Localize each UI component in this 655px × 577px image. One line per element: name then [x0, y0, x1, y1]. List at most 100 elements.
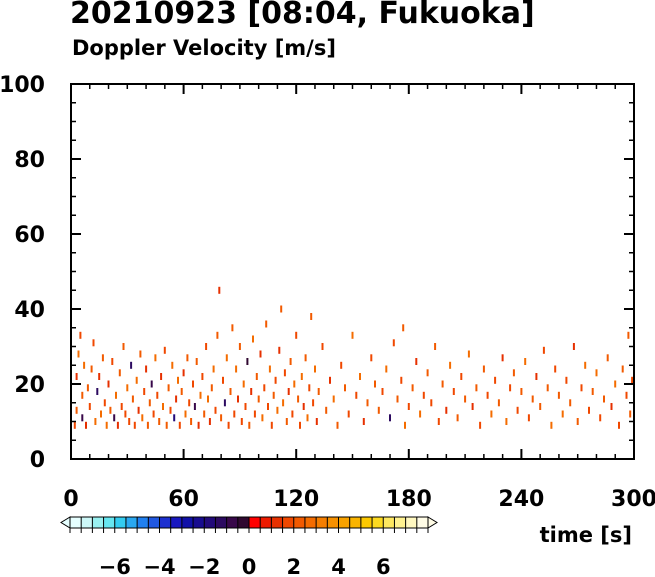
axis-ticks: 0 60 120 180 240 300 0 20 40 60 80 100 — [0, 73, 655, 512]
data-point-0-97 — [252, 335, 254, 343]
data-point-0-165 — [437, 418, 440, 425]
data-point-0-119 — [293, 380, 296, 388]
colorbar-swatch-13 — [215, 517, 227, 528]
data-point-0-205 — [588, 406, 590, 414]
data-point-0-152 — [392, 339, 395, 347]
x-tick-label-2: 120 — [273, 487, 319, 512]
data-point-0-72 — [205, 343, 208, 350]
data-point-0-98 — [253, 410, 256, 418]
data-point-0-116 — [287, 388, 290, 395]
data-point-0-68 — [197, 421, 200, 429]
data-point-0-30 — [126, 384, 129, 392]
data-point-0-213 — [618, 421, 620, 429]
data-point-0-6 — [81, 391, 84, 399]
data-point-0-157 — [407, 403, 410, 410]
colorbar-swatch-20 — [293, 517, 306, 528]
data-point-0-151 — [389, 414, 391, 422]
data-point-0-207 — [595, 369, 598, 377]
data-point-0-120 — [295, 331, 298, 339]
colorbar-swatch-31 — [416, 517, 429, 528]
data-point-0-216 — [627, 331, 630, 339]
data-point-0-122 — [299, 421, 301, 429]
data-point-0-105 — [267, 403, 269, 410]
data-point-0-99 — [255, 373, 258, 380]
data-point-0-56 — [175, 395, 178, 403]
data-point-0-45 — [154, 354, 157, 362]
data-point-0-111 — [278, 346, 281, 354]
data-point-0-121 — [297, 395, 300, 403]
data-point-0-18 — [103, 399, 106, 407]
data-point-0-65 — [192, 380, 194, 388]
data-point-0-91 — [240, 418, 243, 425]
colorbar-swatch-7 — [148, 517, 160, 528]
data-point-0-95 — [248, 421, 251, 429]
data-point-0-5 — [81, 414, 84, 422]
data-point-0-13 — [94, 418, 97, 425]
data-point-0-146 — [370, 354, 373, 362]
data-point-0-8 — [85, 421, 87, 429]
data-point-0-155 — [402, 324, 405, 332]
data-point-0-21 — [109, 406, 112, 414]
x-tick-label-0: 0 — [63, 487, 78, 512]
data-point-0-47 — [158, 418, 161, 425]
data-point-0-191 — [535, 373, 538, 380]
colorbar-right-arrow — [427, 516, 438, 529]
colorbar-tick-label-2: −2 — [188, 555, 220, 577]
data-point-0-66 — [193, 403, 196, 410]
data-point-0-139 — [344, 384, 346, 392]
data-point-0-184 — [509, 384, 512, 392]
data-point-0-161 — [422, 391, 425, 399]
data-point-0-181 — [497, 399, 500, 407]
data-point-0-61 — [184, 410, 187, 418]
x-tick-label-3: 180 — [386, 487, 432, 512]
data-point-0-7 — [83, 361, 86, 369]
data-point-0-38 — [141, 414, 144, 422]
data-point-0-85 — [229, 388, 232, 395]
colorbar-swatch-17 — [260, 517, 272, 528]
data-point-0-41 — [146, 421, 149, 429]
colorbar-swatch-12 — [204, 517, 216, 528]
data-point-0-57 — [177, 376, 179, 384]
data-point-0-93 — [244, 403, 247, 410]
data-point-0-167 — [445, 406, 448, 414]
colorbar-swatch-24 — [338, 517, 350, 528]
data-point-0-143 — [359, 373, 361, 380]
data-point-0-78 — [216, 331, 219, 339]
data-point-0-51 — [165, 421, 168, 429]
colorbar-swatch-29 — [394, 517, 406, 528]
colorbar-swatch-21 — [304, 517, 317, 528]
data-point-0-27 — [120, 403, 123, 410]
data-point-0-28 — [122, 343, 125, 350]
data-point-0-162 — [426, 369, 429, 377]
data-point-0-63 — [188, 399, 191, 407]
data-point-0-92 — [242, 380, 245, 388]
data-point-0-169 — [452, 388, 455, 395]
y-tick-label-3: 60 — [14, 223, 45, 248]
data-point-0-19 — [105, 421, 108, 429]
data-point-0-49 — [162, 403, 164, 410]
data-point-0-135 — [329, 376, 331, 384]
data-points — [73, 286, 634, 429]
data-point-0-94 — [246, 358, 249, 365]
data-point-0-199 — [565, 376, 568, 384]
data-point-0-160 — [419, 410, 422, 418]
data-point-0-90 — [238, 343, 241, 350]
data-point-0-109 — [274, 376, 277, 384]
data-point-0-164 — [434, 343, 437, 350]
data-point-0-64 — [190, 418, 193, 425]
data-point-0-26 — [118, 369, 121, 377]
data-point-0-173 — [467, 350, 470, 358]
data-point-0-36 — [137, 406, 140, 414]
data-point-0-125 — [304, 354, 307, 362]
data-point-0-4 — [79, 331, 82, 339]
data-point-0-54 — [171, 361, 174, 369]
data-point-0-190 — [531, 395, 534, 403]
data-point-0-209 — [603, 395, 605, 403]
data-point-0-44 — [152, 410, 155, 418]
data-point-0-10 — [88, 403, 91, 410]
colorbar-tick-label-3: 0 — [242, 555, 257, 577]
data-point-0-202 — [576, 418, 579, 425]
data-point-0-200 — [569, 399, 572, 407]
data-point-0-33 — [131, 395, 134, 403]
